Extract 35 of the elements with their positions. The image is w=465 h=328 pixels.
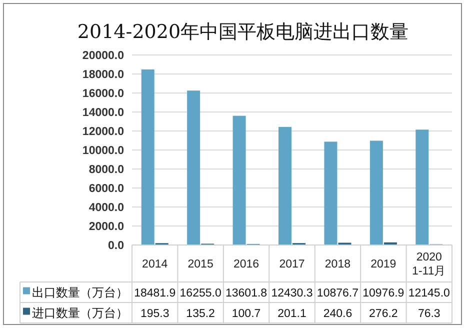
x-tick-label: 2014 — [142, 258, 168, 270]
data-label: 13601.8 — [225, 287, 268, 300]
x-tick-label: 2019 — [370, 258, 396, 270]
x-tick-label: 2018 — [324, 258, 351, 270]
y-tick-label: 12000.0 — [82, 126, 124, 138]
data-label: 76.3 — [418, 308, 440, 320]
data-label: 276.2 — [369, 308, 398, 320]
x-tick-label: 2020 1-11月 — [412, 252, 446, 278]
data-label: 240.6 — [323, 308, 352, 320]
y-tick-label: 6000.0 — [88, 183, 124, 195]
chart-title: 2014-2020年中国平板电脑进出口数量 — [77, 21, 409, 43]
y-tick-label: 14000.0 — [82, 107, 124, 119]
data-label: 12145.0 — [408, 287, 450, 300]
data-label: 195.3 — [140, 308, 170, 320]
y-tick-label: 0.0 — [108, 240, 124, 252]
y-tick-label: 18000.0 — [82, 69, 124, 81]
y-tick-label: 20000.0 — [82, 50, 124, 62]
x-tick-label: 2015 — [188, 258, 214, 270]
y-tick-label: 4000.0 — [88, 202, 124, 214]
data-label: 16255.0 — [180, 287, 222, 300]
data-label: 12430.3 — [271, 287, 313, 300]
y-tick-label: 8000.0 — [88, 164, 124, 176]
legend-label: 出口数量（万台） — [32, 285, 128, 300]
data-label: 135.2 — [186, 308, 215, 320]
y-tick-label: 16000.0 — [82, 88, 124, 100]
y-tick-label: 2000.0 — [88, 221, 124, 233]
data-label: 10976.9 — [362, 287, 404, 300]
data-label: 10876.7 — [316, 287, 359, 300]
x-tick-label: 2017 — [279, 258, 305, 270]
data-label: 100.7 — [232, 308, 261, 320]
data-label: 201.1 — [278, 308, 306, 320]
x-tick-label: 2016 — [233, 258, 260, 270]
legend-label: 进口数量（万台） — [32, 306, 128, 320]
data-label: 18481.9 — [134, 287, 176, 300]
y-tick-label: 10000.0 — [82, 145, 124, 157]
